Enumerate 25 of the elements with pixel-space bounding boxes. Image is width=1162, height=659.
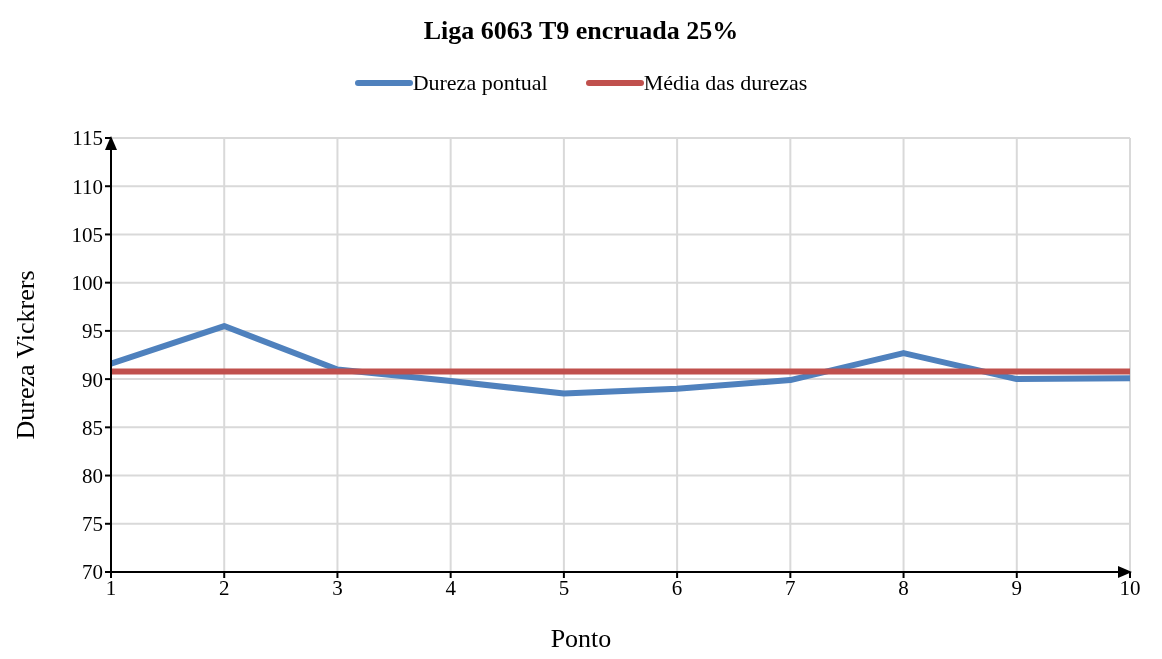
x-tick-label: 10 (1119, 575, 1141, 600)
y-tick-label: 85 (82, 415, 103, 440)
x-tick-label: 6 (671, 575, 683, 600)
y-tick-label: 90 (82, 367, 103, 392)
y-tick-label: 105 (71, 222, 103, 247)
x-tick-label: 9 (1011, 575, 1023, 600)
x-tick-label: 8 (898, 575, 909, 600)
legend-label: Média das durezas (643, 70, 808, 96)
y-axis-title: Dureza Vickrers (11, 270, 41, 440)
x-tick-label: 7 (785, 575, 796, 600)
legend-label: Dureza pontual (412, 70, 548, 96)
y-tick-label: 110 (72, 174, 103, 199)
y-tick-label: 75 (82, 512, 103, 537)
x-tick-label: 1 (105, 575, 117, 600)
chart-title: Liga 6063 T9 encruada 25% (422, 16, 740, 46)
x-tick-label: 4 (445, 575, 457, 600)
y-tick-label: 80 (82, 464, 103, 489)
y-tick-label: 100 (71, 271, 103, 296)
x-tick-label: 2 (218, 575, 230, 600)
x-axis-title: Ponto (549, 624, 613, 654)
y-tick-label: 70 (82, 560, 103, 585)
y-tick-label: 115 (72, 126, 103, 151)
y-tick-label: 95 (82, 319, 103, 344)
x-tick-label: 3 (332, 575, 343, 600)
x-tick-label: 5 (558, 575, 570, 600)
